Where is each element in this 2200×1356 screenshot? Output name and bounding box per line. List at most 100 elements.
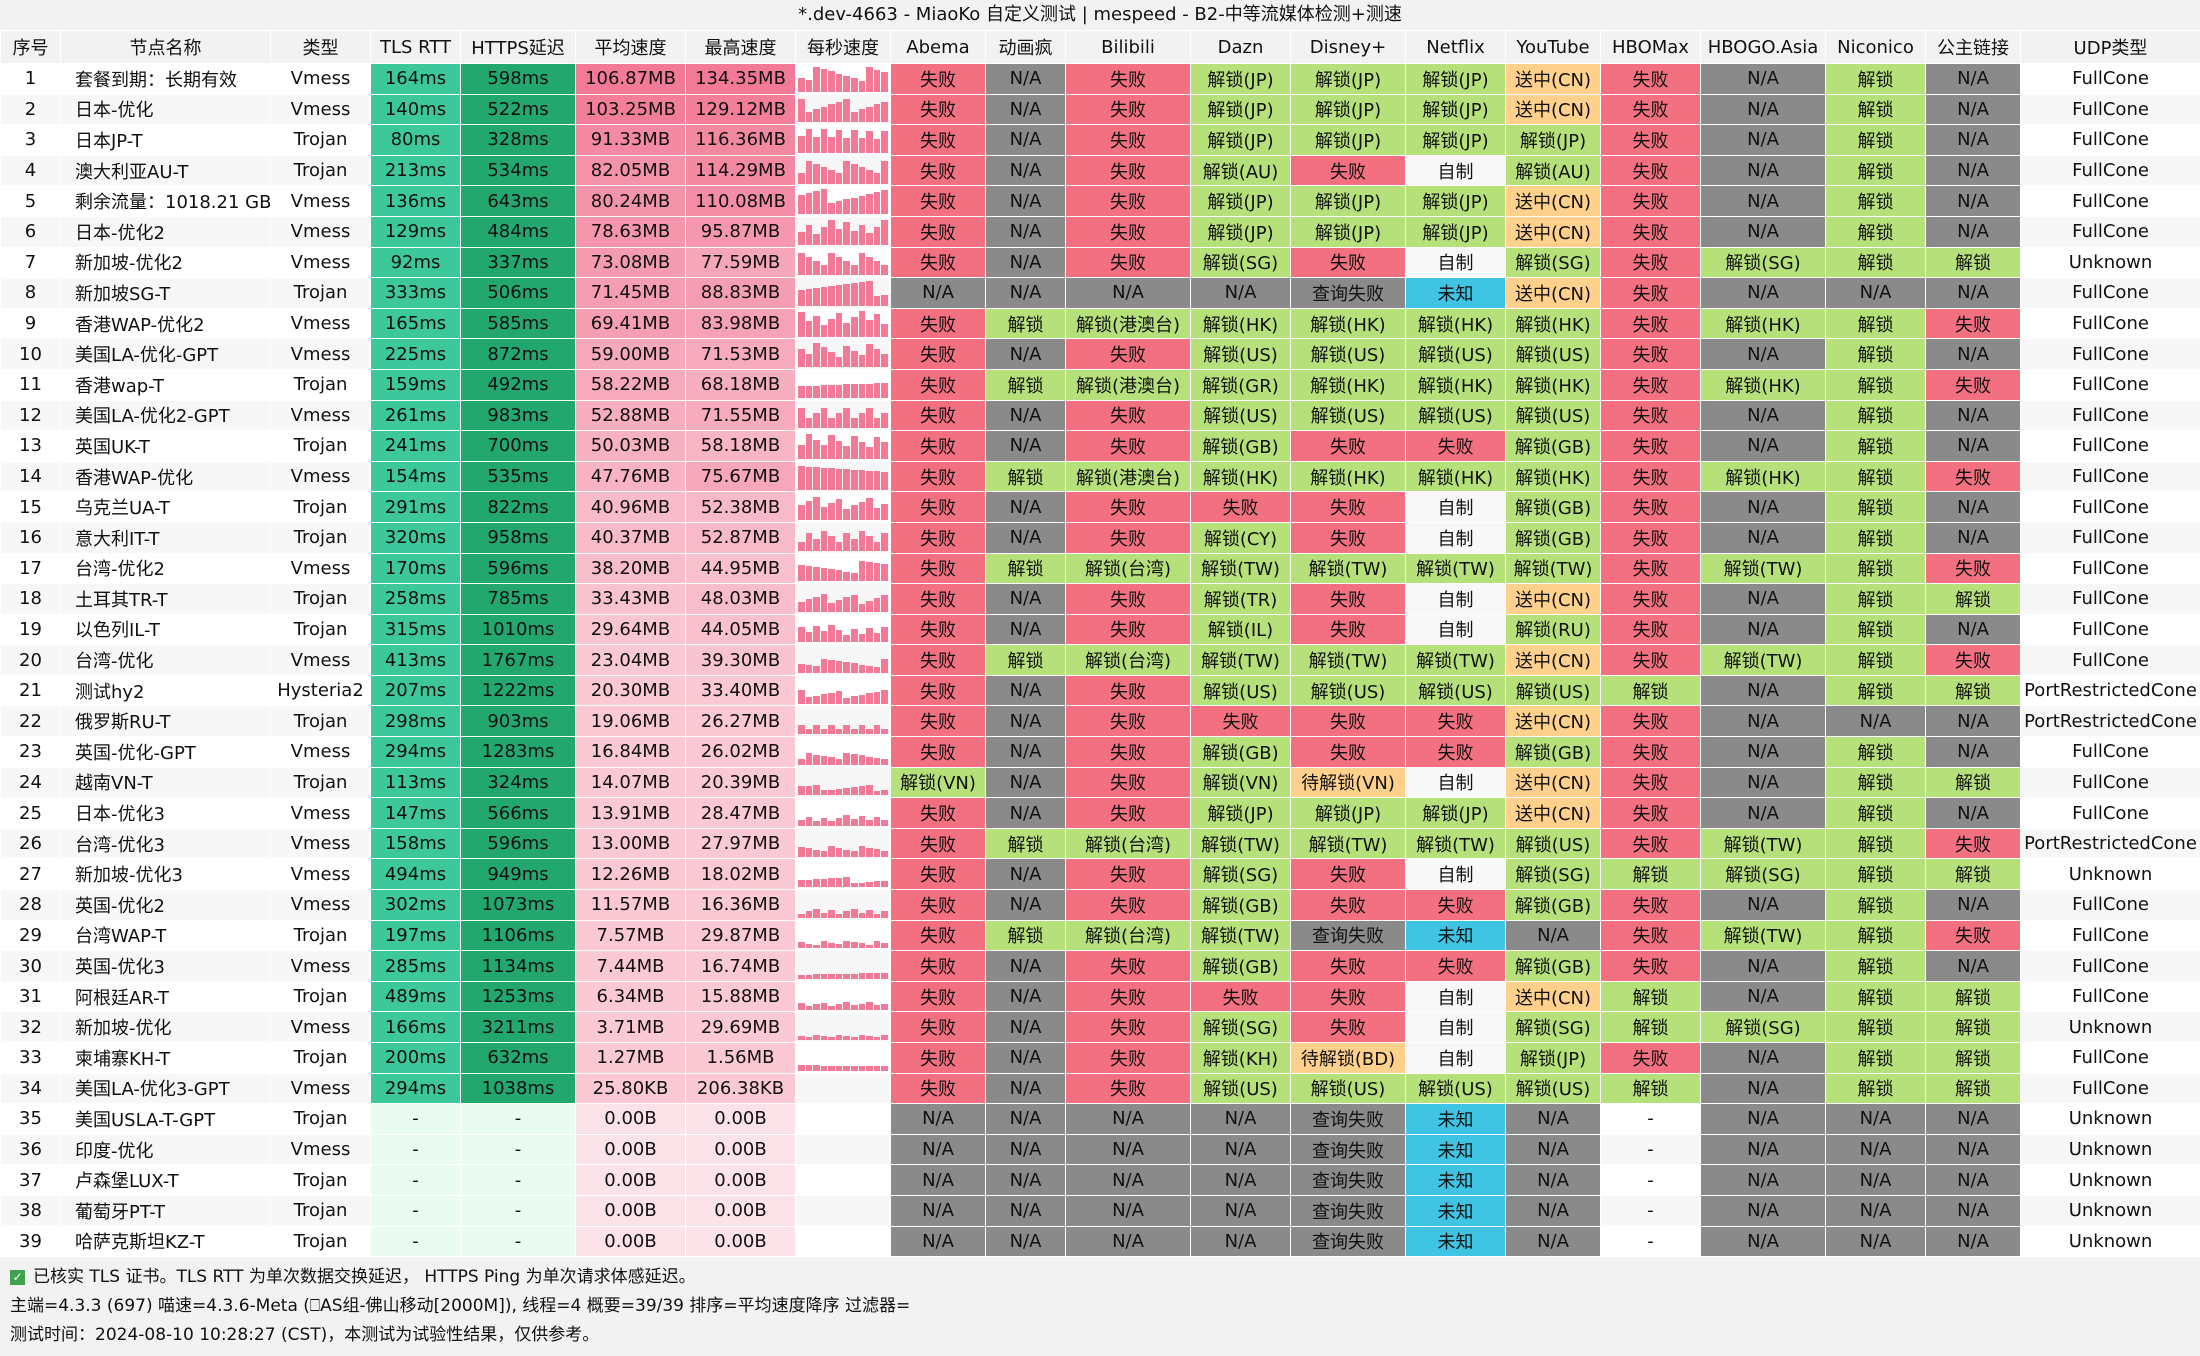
column-header[interactable]: 平均速度 (576, 31, 686, 64)
sparkline-bar (881, 131, 888, 153)
sparkline-bar (806, 467, 813, 490)
column-header[interactable]: TLS RTT (371, 31, 461, 64)
speed-sparkline (796, 553, 891, 584)
column-header[interactable]: HBOGO.Asia (1701, 31, 1826, 64)
speed-sparkline (796, 737, 891, 768)
unlock-status: 解锁 (986, 461, 1066, 492)
column-header[interactable]: Bilibili (1066, 31, 1191, 64)
unlock-status: 解锁(VN) (1191, 767, 1291, 798)
column-header[interactable]: HBOMax (1601, 31, 1701, 64)
unlock-status: 失败 (891, 920, 986, 951)
row-index: 13 (1, 431, 61, 462)
unlock-status: 失败 (1066, 247, 1191, 278)
unlock-status: 失败 (891, 64, 986, 95)
column-header[interactable]: 序号 (1, 31, 61, 64)
tls-rtt: 315ms (371, 614, 461, 645)
column-header[interactable]: Disney+ (1291, 31, 1406, 64)
unlock-status: 自制 (1406, 155, 1506, 186)
column-header[interactable]: Niconico (1826, 31, 1926, 64)
sparkline-bar (859, 138, 866, 153)
column-header[interactable]: YouTube (1506, 31, 1601, 64)
sparkline-bar (851, 198, 858, 215)
unlock-status: 解锁(HK) (1191, 461, 1291, 492)
unlock-status: 失败 (1066, 492, 1191, 523)
unlock-status: N/A (1701, 1195, 1826, 1226)
max-speed: 28.47MB (686, 798, 796, 829)
sparkline-bar (836, 130, 843, 153)
sparkline-bar (813, 467, 820, 489)
sparkline-bar (859, 167, 866, 184)
column-header[interactable]: 公主链接 (1926, 31, 2021, 64)
max-speed: 52.38MB (686, 492, 796, 523)
unlock-status: 送中(CN) (1506, 186, 1601, 217)
column-header[interactable]: 节点名称 (61, 31, 271, 64)
https-latency: 596ms (461, 828, 576, 859)
column-header[interactable]: 每秒速度 (796, 31, 891, 64)
protocol-type: Vmess (271, 1134, 371, 1165)
tls-rtt: 489ms (371, 981, 461, 1012)
row-index: 27 (1, 859, 61, 890)
unlock-status: 失败 (1601, 278, 1701, 309)
unlock-status: 解锁(TW) (1406, 553, 1506, 584)
sparkline-bar (866, 1036, 873, 1040)
unlock-status: N/A (1701, 522, 1826, 553)
column-header[interactable]: Abema (891, 31, 986, 64)
column-header[interactable]: 类型 (271, 31, 371, 64)
column-header[interactable]: 最高速度 (686, 31, 796, 64)
column-header[interactable]: Dazn (1191, 31, 1291, 64)
sparkline-bar (813, 666, 820, 673)
column-header[interactable]: HTTPS延迟 (461, 31, 576, 64)
unlock-status: 解锁 (1601, 1012, 1701, 1043)
column-header[interactable]: UDP类型 (2021, 31, 2200, 64)
column-header[interactable]: 动画疯 (986, 31, 1066, 64)
sparkline-bar (798, 786, 805, 795)
column-header[interactable]: Netflix (1406, 31, 1506, 64)
sparkline-bar (866, 233, 873, 244)
unlock-status: 失败 (1066, 951, 1191, 982)
unlock-status: 失败 (1291, 706, 1406, 737)
unlock-status: 解锁(SG) (1701, 247, 1826, 278)
unlock-status: N/A (1701, 981, 1826, 1012)
sparkline-bar (828, 137, 835, 153)
sparkline-bar (836, 789, 843, 796)
